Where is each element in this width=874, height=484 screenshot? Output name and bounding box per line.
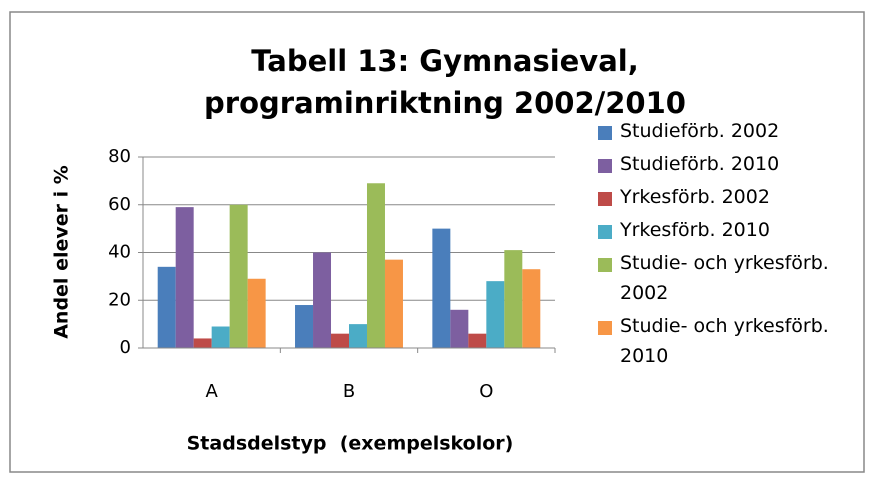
- bar: [486, 281, 505, 348]
- bar: [468, 333, 487, 348]
- legend-label: Studieförb. 2010: [620, 153, 780, 175]
- bar: [157, 266, 176, 348]
- legend: Studieförb. 2002 Studieförb. 2010 Yrkesför…: [598, 116, 866, 374]
- bar: [384, 259, 403, 348]
- bar: [349, 324, 367, 348]
- x-tick-label: A: [206, 381, 219, 402]
- bar: [211, 326, 230, 348]
- chart-title: Tabell 13: Gymnasieval, programinriktnin…: [204, 44, 686, 120]
- legend-label: Studieförb. 2002: [620, 120, 780, 142]
- legend-item: Studie- och yrkesförb. 2010: [598, 311, 866, 371]
- bar: [229, 204, 248, 348]
- bar: [295, 305, 314, 348]
- legend-item: Yrkesförb. 2002: [598, 182, 866, 212]
- legend-item: Studie- och yrkesförb. 2002: [598, 248, 866, 308]
- legend-swatch: [598, 126, 612, 140]
- legend-item: Studieförb. 2010: [598, 149, 866, 179]
- y-axis-label: Andel elever i %: [51, 165, 73, 339]
- bar: [313, 252, 332, 348]
- legend-label: Studie- och yrkesförb. 2010: [620, 315, 829, 367]
- x-tick-label: B: [343, 381, 355, 402]
- bar: [522, 269, 541, 348]
- legend-swatch: [598, 225, 612, 239]
- bar: [366, 183, 385, 348]
- legend-swatch: [598, 258, 612, 272]
- y-tick-label: 40: [108, 242, 131, 263]
- bar: [504, 250, 523, 348]
- y-tick-label: 60: [108, 194, 131, 215]
- legend-swatch: [598, 192, 612, 206]
- legend-swatch: [598, 321, 612, 335]
- bar: [175, 207, 194, 348]
- legend-label: Yrkesförb. 2010: [620, 219, 770, 241]
- y-tick-label: 0: [120, 337, 131, 358]
- x-axis-label: Stadsdelstyp (exempelskolor): [187, 433, 514, 455]
- bar: [432, 228, 451, 348]
- legend-item: Yrkesförb. 2010: [598, 215, 866, 245]
- legend-label: Studie- och yrkesförb. 2002: [620, 252, 829, 304]
- bar: [450, 309, 469, 348]
- y-tick-label: 80: [108, 146, 131, 167]
- legend-label: Yrkesförb. 2002: [620, 186, 770, 208]
- x-tick-label: O: [479, 381, 493, 402]
- bar: [247, 278, 266, 348]
- legend-swatch: [598, 159, 612, 173]
- legend-item: Studieförb. 2002: [598, 116, 866, 146]
- bar: [331, 333, 349, 348]
- y-tick-label: 20: [108, 289, 131, 310]
- bar: [193, 338, 212, 348]
